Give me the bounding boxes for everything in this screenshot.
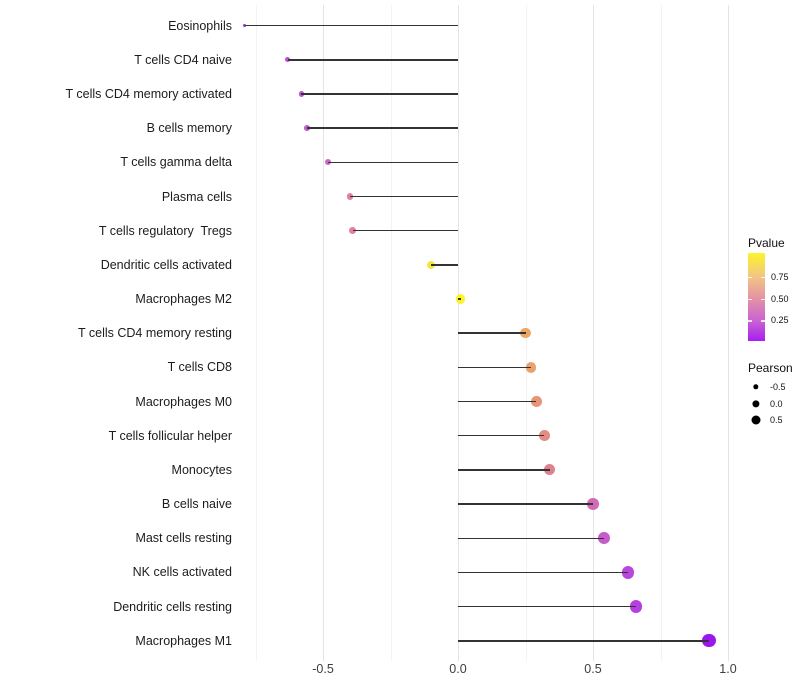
x-axis-tick-label: 0.5 <box>584 662 602 676</box>
lollipop-stem <box>350 195 458 198</box>
lollipop-stem <box>458 503 593 505</box>
lollipop-dot <box>622 566 635 579</box>
gridline-major <box>728 5 729 661</box>
row-label: T cells gamma delta <box>120 155 232 170</box>
lollipop-stem <box>458 469 550 471</box>
lollipop-dot <box>539 430 550 442</box>
row-label: Mast cells resting <box>135 531 232 546</box>
colorbar-tick <box>748 298 752 300</box>
row-label: Monocytes <box>171 462 232 477</box>
lollipop-dot <box>456 294 466 304</box>
lollipop-dot <box>346 193 354 200</box>
lollipop-dot <box>525 362 537 373</box>
row-label: B cells naive <box>161 497 232 512</box>
lollipop-dot <box>630 600 643 613</box>
row-label: T cells follicular helper <box>108 428 232 443</box>
row-label: B cells memory <box>146 121 232 136</box>
lollipop-stem <box>458 571 629 574</box>
x-axis-tick-label: 0.0 <box>449 662 467 676</box>
x-axis-tick-label: 1.0 <box>719 662 737 676</box>
gridline-major <box>593 5 594 661</box>
gridline-major <box>323 5 324 661</box>
pearson-key-label: -0.5 <box>770 382 786 392</box>
pearson-key-label: 0.0 <box>770 398 783 409</box>
colorbar-tick <box>748 277 752 279</box>
colorbar-tick <box>761 320 765 322</box>
pvalue-tick-label: 0.50 <box>771 293 789 304</box>
lollipop-dot <box>520 327 531 339</box>
lollipop-stem <box>287 59 458 61</box>
lollipop-stem <box>458 434 545 437</box>
row-label: Plasma cells <box>161 189 232 204</box>
lollipop-stem <box>458 537 604 539</box>
pvalue-tick-label: 0.25 <box>771 315 789 326</box>
pvalue-colorbar <box>748 253 765 341</box>
row-label: Macrophages M0 <box>135 394 232 409</box>
lollipop-stem <box>458 366 531 369</box>
row-label: Dendritic cells resting <box>113 599 232 614</box>
pearson-key-dot <box>752 399 760 408</box>
pearson-key-dot <box>753 384 759 390</box>
lollipop-stem <box>458 332 526 334</box>
lollipop-stem <box>352 229 458 232</box>
lollipop-stem <box>328 161 458 164</box>
row-label: T cells regulatory Tregs <box>98 223 232 238</box>
colorbar-tick <box>761 298 765 300</box>
colorbar-tick <box>761 277 765 279</box>
pearson-key-dot <box>751 415 761 424</box>
lollipop-stem <box>244 24 458 27</box>
lollipop-stem <box>431 264 458 266</box>
row-label: T cells CD4 naive <box>134 52 232 67</box>
row-label: Dendritic cells activated <box>100 257 232 272</box>
row-label: T cells CD8 <box>167 360 232 375</box>
x-axis-tick-label: -0.5 <box>312 662 334 676</box>
pearson-legend-title: Pearson <box>748 361 793 375</box>
row-label: T cells CD4 memory resting <box>78 326 232 341</box>
row-label: Macrophages M2 <box>135 292 232 307</box>
pvalue-legend-title: Pvalue <box>748 236 785 250</box>
pearson-key-label: 0.5 <box>770 414 783 425</box>
lollipop-dot <box>426 260 436 270</box>
colorbar-tick <box>748 320 752 322</box>
lollipop-dot <box>298 91 305 97</box>
row-label: NK cells activated <box>132 565 232 580</box>
gridline-minor <box>255 5 257 661</box>
lollipop-stem <box>458 298 461 300</box>
lollipop-stem <box>458 640 710 642</box>
pvalue-tick-label: 0.75 <box>771 272 789 283</box>
lollipop-stem <box>301 93 458 95</box>
row-label: Eosinophils <box>168 18 232 33</box>
lollipop-stem <box>458 400 537 403</box>
lollipop-stem <box>306 127 458 129</box>
row-label: Macrophages M1 <box>135 633 232 648</box>
lollipop-stem <box>458 605 637 608</box>
gridline-minor <box>390 5 392 661</box>
row-label: T cells CD4 memory activated <box>65 87 233 102</box>
gridline-minor <box>660 5 662 661</box>
